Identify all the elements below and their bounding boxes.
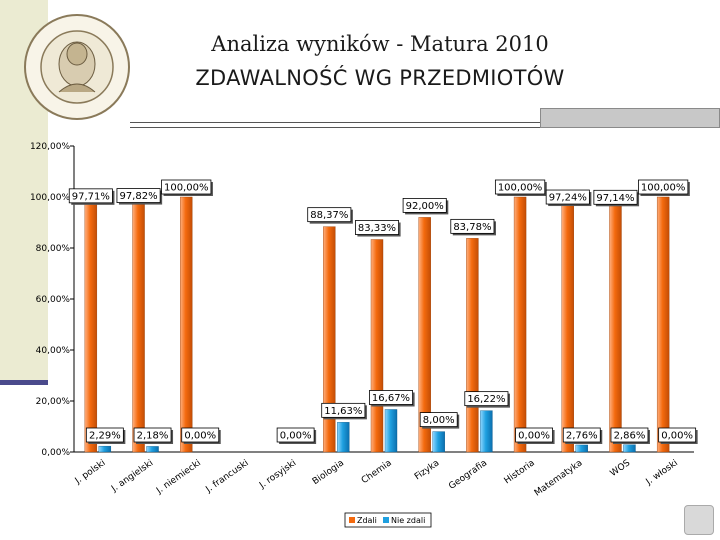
data-label-nie-zdali-box [419,412,458,428]
data-label-nie-zdali-box [562,427,601,443]
bar-nie-zdali [146,446,159,453]
data-label-zdali: 100,00% [164,183,209,194]
legend-label-zdali: Zdali [357,516,377,525]
x-tick-label: J. polski [73,458,108,487]
sidebar-accent-line [0,380,48,385]
bar-nie-zdali [384,409,398,453]
x-tick-label: J. francuski [204,458,251,495]
x-tick-label: Chemia [360,458,394,486]
page-subtitle: ZDAWALNOŚĆ WG PRZEDMIOTÓW [195,66,565,90]
data-label-nie-zdali: 16,67% [372,393,410,404]
data-label-nie-zdali: 8,00% [423,415,455,426]
data-label-nie-zdali-box [85,427,124,443]
bar-zdali [418,217,431,453]
data-label-zdali: 83,78% [453,222,491,233]
legend-swatch-zdali [349,517,355,523]
bar-zdali [370,239,384,453]
data-label-nie-zdali: 16,22% [467,394,505,405]
data-label-zdali: 97,14% [596,193,634,204]
data-label-nie-zdali-box [515,427,553,443]
data-label-zdali: 97,71% [72,191,110,202]
data-label-zdali-box [307,207,352,223]
bar-zdali [323,226,336,453]
data-label-nie-zdali: 0,00% [661,431,693,442]
x-tick-label: Biologia [311,458,346,487]
bar-zdali [466,238,479,453]
y-tick-label: 100,00% [30,193,70,203]
data-label-zdali: 100,00% [641,183,686,194]
x-tick-label: Historia [503,458,537,486]
navigation-button-icon[interactable] [684,505,714,535]
data-label-zdali-box [68,188,113,204]
bar-zdali [84,202,98,453]
bar-zdali [132,202,145,453]
bar-nie-zdali [480,410,493,453]
data-label-nie-zdali: 2,86% [614,431,646,442]
bar-zdali [561,203,574,453]
page-title: Analiza wyników - Matura 2010 [211,32,549,56]
data-label-zdali: 97,24% [549,193,587,204]
data-label-zdali-box [354,220,399,235]
data-label-zdali-box [116,188,161,203]
data-label-zdali-box [638,179,689,195]
data-label-nie-zdali-box [276,427,315,443]
bar-chart: 0,00% 20,00% 40,00% 60,00% 80,00% 100,00% 120,… [30,142,698,528]
bar-nie-zdali [98,445,112,453]
data-label-zdali: 100,00% [498,183,543,194]
data-label-nie-zdali-box [368,390,413,405]
bar-nie-zdali [337,422,350,453]
data-label-nie-zdali-box [610,427,649,443]
data-label-nie-zdali: 2,18% [137,431,169,442]
x-tick-label: J. angielski [109,458,155,494]
legend-label-nie-zdali: Nie zdali [391,516,425,525]
x-tick-label: Matematyka [533,458,585,498]
bar-zdali [609,204,622,453]
x-tick-label: J. niemiecki [154,458,203,496]
data-label-zdali: 92,00% [406,201,444,212]
data-label-zdali: 88,37% [310,210,348,221]
y-tick-label: 40,00% [36,346,71,356]
data-label-nie-zdali: 2,76% [566,431,598,442]
bar-nie-zdali [575,444,588,453]
header-rule [130,122,540,128]
school-seal-logo [24,14,130,120]
x-tick-label: Fizyka [413,458,441,482]
data-label-zdali: 83,33% [358,223,396,234]
data-label-nie-zdali: 0,00% [518,431,550,442]
data-label-nie-zdali-box [658,427,697,443]
x-tick-label: WOS [609,458,633,479]
y-tick-label: 0,00% [41,448,70,458]
x-tick-label: J. rosyjski [257,458,298,491]
bar-zdali [180,196,193,453]
data-label-zdali-box [545,189,590,205]
data-label-nie-zdali: 0,00% [184,431,216,442]
data-label-zdali-box [161,179,212,195]
data-label-zdali: 97,82% [119,191,157,202]
bar-nie-zdali [432,431,445,453]
data-label-zdali-box [402,198,447,213]
data-label-nie-zdali-box [464,391,509,407]
data-label-nie-zdali: 11,63% [324,406,362,417]
y-tick-label: 20,00% [36,397,71,407]
bar-nie-zdali [623,444,636,453]
data-label-zdali-box [450,218,495,234]
data-label-nie-zdali: 0,00% [280,431,312,442]
x-tick-label: J. włoski [644,458,680,488]
bar-zdali [513,196,527,453]
data-label-nie-zdali-box [321,402,366,418]
y-tick-label: 60,00% [36,295,71,305]
y-tick-label: 80,00% [36,244,71,254]
x-tick-label: Geografia [447,458,489,492]
header-decor-box [540,108,720,128]
data-label-zdali-box [494,179,546,195]
y-tick-label: 120,00% [30,142,70,152]
data-label-nie-zdali-box [181,427,220,443]
bar-zdali [656,196,670,453]
data-label-nie-zdali-box [133,427,172,443]
legend-swatch-nie-zdali [383,517,389,523]
data-label-nie-zdali: 2,29% [89,431,121,442]
data-label-zdali-box [593,189,638,205]
